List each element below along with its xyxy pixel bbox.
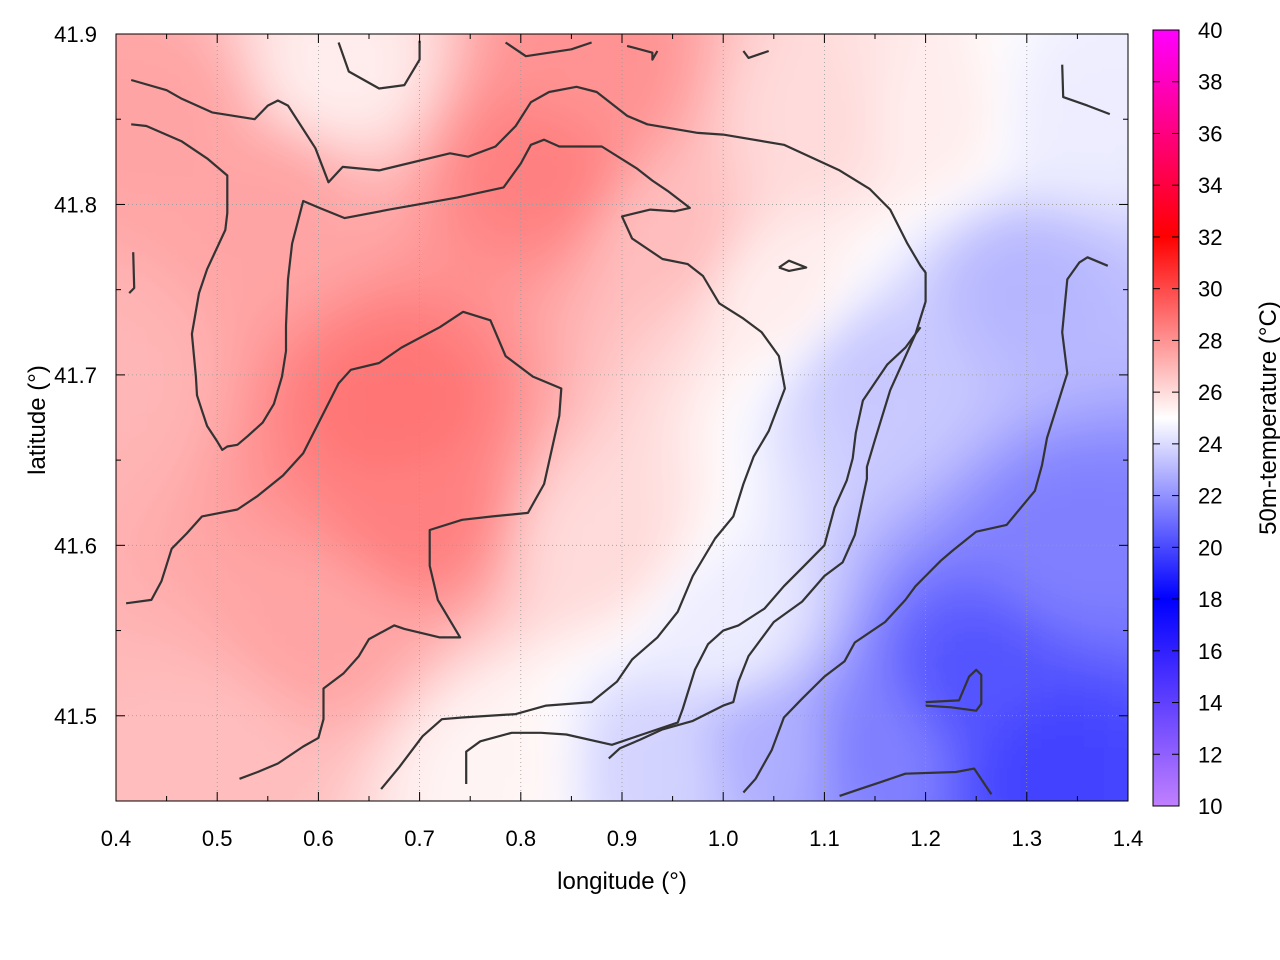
colorbar-tick-label: 26 (1198, 380, 1222, 405)
y-axis-label: latitude (°) (24, 365, 51, 475)
contour-line (778, 259, 808, 272)
colorbar-tick-label: 16 (1198, 639, 1222, 664)
x-tick-label: 1.4 (1113, 826, 1144, 851)
colorbar-tick-label: 10 (1198, 794, 1222, 819)
colorbar-tick-label: 30 (1198, 277, 1222, 302)
colorbar-tick-label: 32 (1198, 225, 1222, 250)
colorbar-tick-label: 40 (1198, 18, 1222, 43)
contour-line (742, 256, 1109, 794)
colorbar-tick-label: 28 (1198, 328, 1222, 353)
contour-line (125, 310, 563, 780)
colorbar-tick-labels: 10 12 14 16 18 20 22 24 26 28 30 32 34 36 38 40 (1198, 18, 1222, 819)
contour-line (131, 123, 786, 790)
contour-line (742, 49, 770, 59)
colorbar-tick-label: 34 (1198, 173, 1222, 198)
colorbar-label: 50m-temperature (°C) (1255, 301, 1280, 535)
colorbar-fill (1153, 30, 1179, 806)
colorbar-tick-label: 14 (1198, 691, 1222, 716)
x-tick-label: 1.2 (910, 826, 941, 851)
contour-line (925, 668, 983, 712)
colorbar-tick-label: 18 (1198, 587, 1222, 612)
contour-line (626, 44, 659, 61)
x-tick-label: 1.1 (809, 826, 840, 851)
contour-lines (125, 40, 1111, 797)
colorbar-tick-label: 20 (1198, 535, 1222, 560)
y-tick-labels: 41.5 41.6 41.7 41.8 41.9 (54, 22, 97, 729)
colorbar-tick-label: 22 (1198, 484, 1222, 509)
y-tick-label: 41.6 (54, 533, 97, 558)
contour-line (130, 78, 927, 760)
x-axis-label: longitude (°) (557, 868, 687, 895)
temperature-field (116, 34, 1128, 801)
colorbar-tick-label: 12 (1198, 742, 1222, 767)
colorbar-tick-label: 24 (1198, 432, 1222, 457)
y-tick-label: 41.9 (54, 22, 97, 47)
contour-line (1061, 64, 1111, 116)
x-tick-label: 1.0 (708, 826, 739, 851)
field-cells (116, 34, 1128, 801)
contour-line (128, 252, 136, 294)
colorbar-tick-label: 36 (1198, 121, 1222, 146)
x-tick-label: 0.9 (607, 826, 638, 851)
x-tick-label: 0.7 (404, 826, 435, 851)
contour-line (465, 326, 922, 784)
colorbar-tick-label: 38 (1198, 70, 1222, 95)
y-tick-label: 41.8 (54, 192, 97, 217)
colorbar: 10 12 14 16 18 20 22 24 26 28 30 32 34 36 38 40 50m-tem… (1152, 18, 1280, 819)
x-tick-label: 0.6 (303, 826, 334, 851)
y-tick-label: 41.5 (54, 704, 97, 729)
y-tick-label: 41.7 (54, 363, 97, 388)
contour-line (839, 767, 993, 797)
x-tick-label: 1.3 (1012, 826, 1043, 851)
x-tick-label: 0.8 (506, 826, 537, 851)
x-tick-labels: 0.4 0.5 0.6 0.7 0.8 0.9 1.0 1.1 1.2 1.3 1.4 (101, 826, 1144, 851)
contour-line (337, 40, 421, 90)
x-tick-label: 0.4 (101, 826, 132, 851)
axis-ticks (115, 33, 1129, 802)
colorbar-frame (1152, 29, 1180, 807)
plot-area: 0.4 0.5 0.6 0.7 0.8 0.9 1.0 1.1 1.2 1.3 1.4 41.541… (54, 22, 1144, 851)
x-tick-label: 0.5 (202, 826, 233, 851)
contour-line (504, 41, 592, 58)
